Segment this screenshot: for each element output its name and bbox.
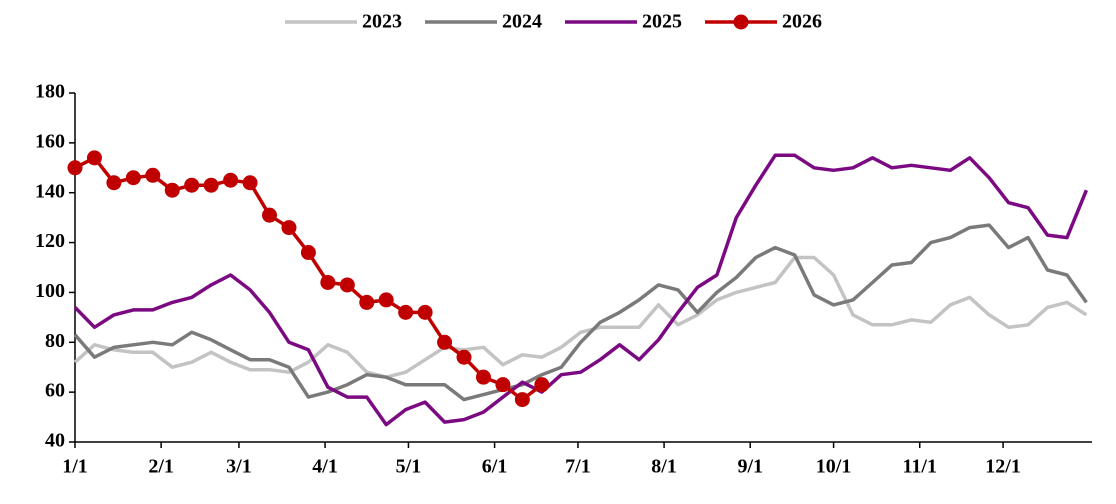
series-line: [73, 223, 1088, 402]
point-marker: [339, 277, 355, 293]
point-marker: [514, 392, 530, 408]
legend-label: 2024: [502, 11, 542, 33]
x-tick-label: 4/1: [312, 456, 338, 478]
y-tick-label: 160: [35, 130, 65, 152]
legend-label: 2023: [362, 11, 402, 33]
point-marker: [359, 294, 375, 310]
y-tick-label: 140: [35, 180, 65, 202]
point-marker: [378, 292, 394, 308]
point-marker: [203, 177, 219, 193]
point-marker: [67, 160, 83, 176]
point-marker: [320, 274, 336, 290]
y-tick-label: 80: [45, 330, 65, 352]
point-marker: [456, 349, 472, 365]
point-marker: [164, 182, 180, 198]
point-marker: [398, 304, 414, 320]
legend-label: 2025: [642, 11, 682, 33]
x-tick-label: 10/1: [816, 456, 852, 478]
point-marker: [125, 170, 141, 186]
y-tick-label: 100: [35, 280, 65, 302]
point-marker: [534, 377, 550, 393]
legend-marker: [733, 14, 749, 30]
x-tick-label: 3/1: [226, 456, 252, 478]
y-tick-label: 180: [35, 81, 65, 103]
y-tick-label: 40: [45, 430, 65, 452]
x-tick-label: 5/1: [396, 456, 422, 478]
point-marker: [145, 167, 161, 183]
x-tick-label: 2/1: [148, 456, 174, 478]
y-tick-label: 60: [45, 380, 65, 402]
point-marker: [495, 377, 511, 393]
x-tick-label: 12/1: [985, 456, 1021, 478]
point-marker: [417, 304, 433, 320]
point-marker: [223, 172, 239, 188]
point-marker: [184, 177, 200, 193]
point-marker: [86, 150, 102, 166]
point-marker: [475, 369, 491, 385]
point-marker: [106, 175, 122, 191]
legend-label: 2026: [782, 11, 822, 33]
point-marker: [281, 220, 297, 236]
x-tick-label: 1/1: [62, 456, 88, 478]
x-tick-label: 11/1: [902, 456, 936, 478]
point-marker: [242, 175, 258, 191]
x-tick-label: 9/1: [737, 456, 763, 478]
series-line: [73, 153, 1089, 427]
series-line: [73, 255, 1088, 379]
point-marker: [262, 207, 278, 223]
point-marker: [437, 334, 453, 350]
point-marker: [300, 245, 316, 261]
x-tick-label: 6/1: [482, 456, 508, 478]
x-tick-label: 8/1: [651, 456, 677, 478]
y-tick-label: 120: [35, 230, 65, 252]
x-tick-label: 7/1: [565, 456, 591, 478]
